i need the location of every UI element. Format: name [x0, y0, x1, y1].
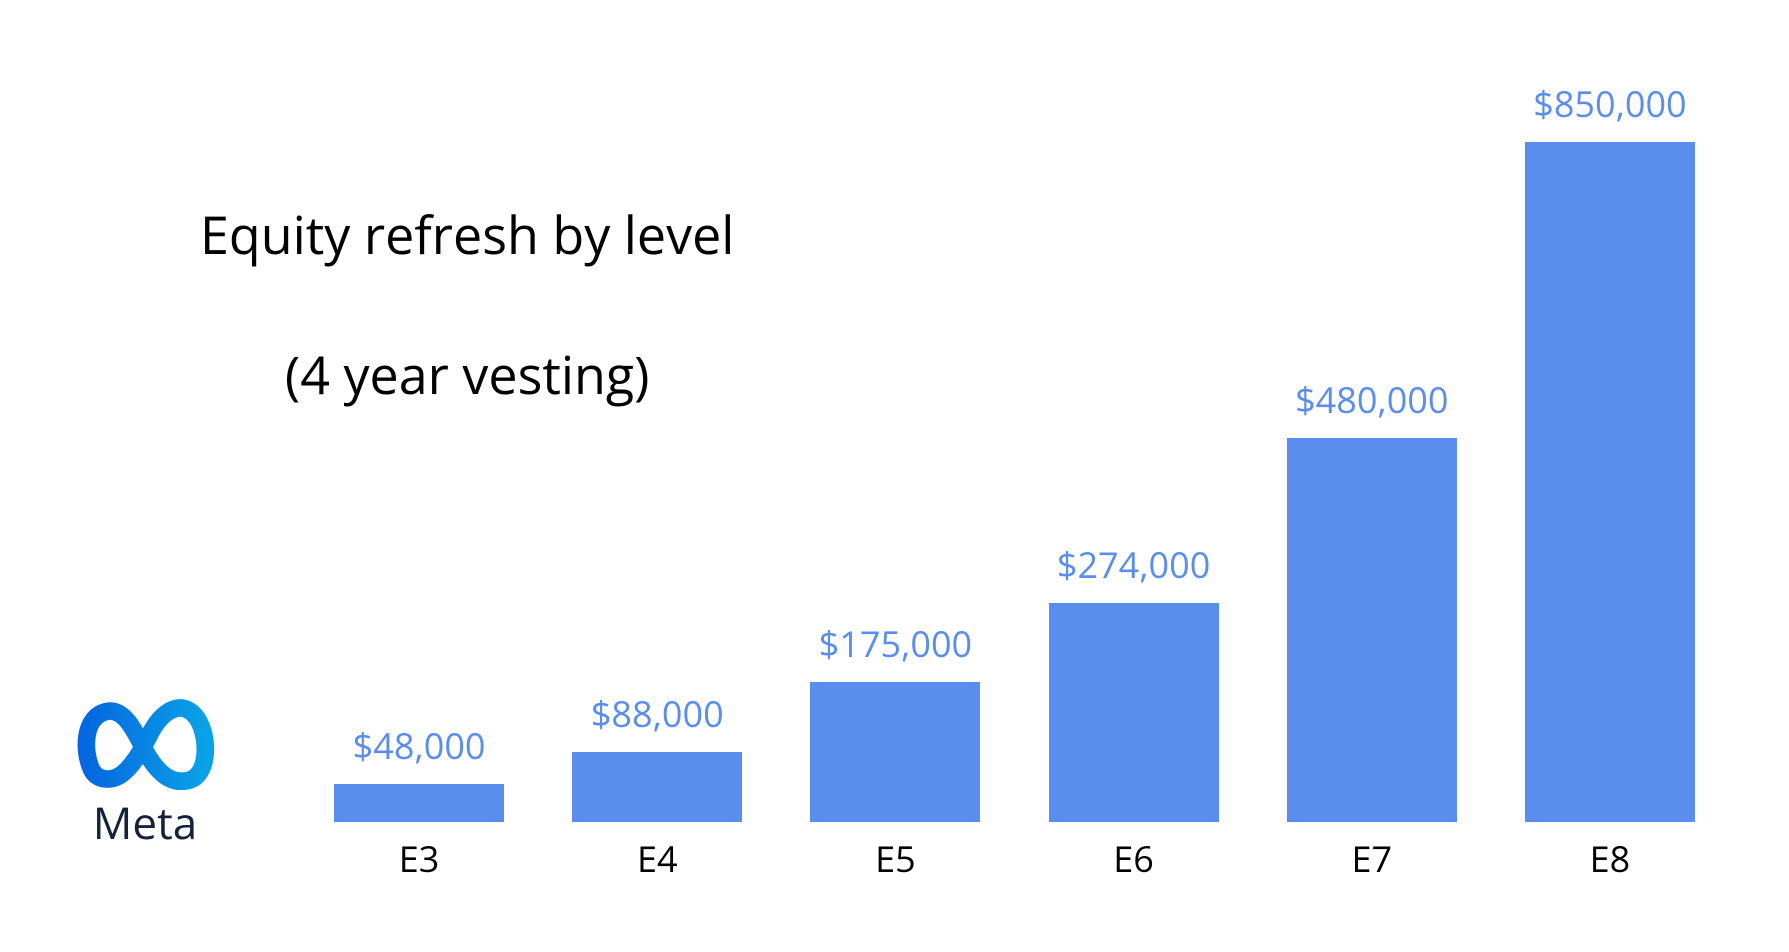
bar-rect [810, 682, 980, 822]
x-axis-label: E7 [1253, 826, 1491, 883]
bar-value-label: $175,000 [819, 619, 972, 668]
bar-rect [572, 752, 742, 822]
meta-logo-text: Meta [93, 792, 197, 852]
meta-infinity-icon [70, 692, 220, 790]
bar-col-e5: $175,000 [776, 619, 1014, 822]
meta-logo: Meta [70, 692, 220, 852]
x-axis-label: E6 [1015, 826, 1253, 883]
x-axis-label: E8 [1491, 826, 1729, 883]
x-axis-label: E4 [538, 826, 776, 883]
x-axis-label: E5 [776, 826, 1014, 883]
bar-col-e3: $48,000 [300, 721, 538, 822]
bar-value-label: $480,000 [1295, 375, 1448, 424]
bar-value-label: $274,000 [1057, 540, 1210, 589]
equity-bar-chart: $48,000 $88,000 $175,000 $274,000 $480,000 $8… [300, 82, 1729, 882]
bar-col-e4: $88,000 [538, 689, 776, 822]
bar-value-label: $88,000 [591, 689, 724, 738]
bar-rect [1287, 438, 1457, 822]
bar-rect [1049, 603, 1219, 822]
bar-col-e8: $850,000 [1491, 79, 1729, 822]
bar-col-e7: $480,000 [1253, 375, 1491, 822]
x-axis-label: E3 [300, 826, 538, 883]
bar-value-label: $850,000 [1533, 79, 1686, 128]
bars-row: $48,000 $88,000 $175,000 $274,000 $480,000 $8… [300, 82, 1729, 822]
bar-rect [334, 784, 504, 822]
bar-rect [1525, 142, 1695, 822]
bar-col-e6: $274,000 [1015, 540, 1253, 822]
bar-value-label: $48,000 [353, 721, 486, 770]
x-labels-row: E3E4E5E6E7E8 [300, 826, 1729, 882]
